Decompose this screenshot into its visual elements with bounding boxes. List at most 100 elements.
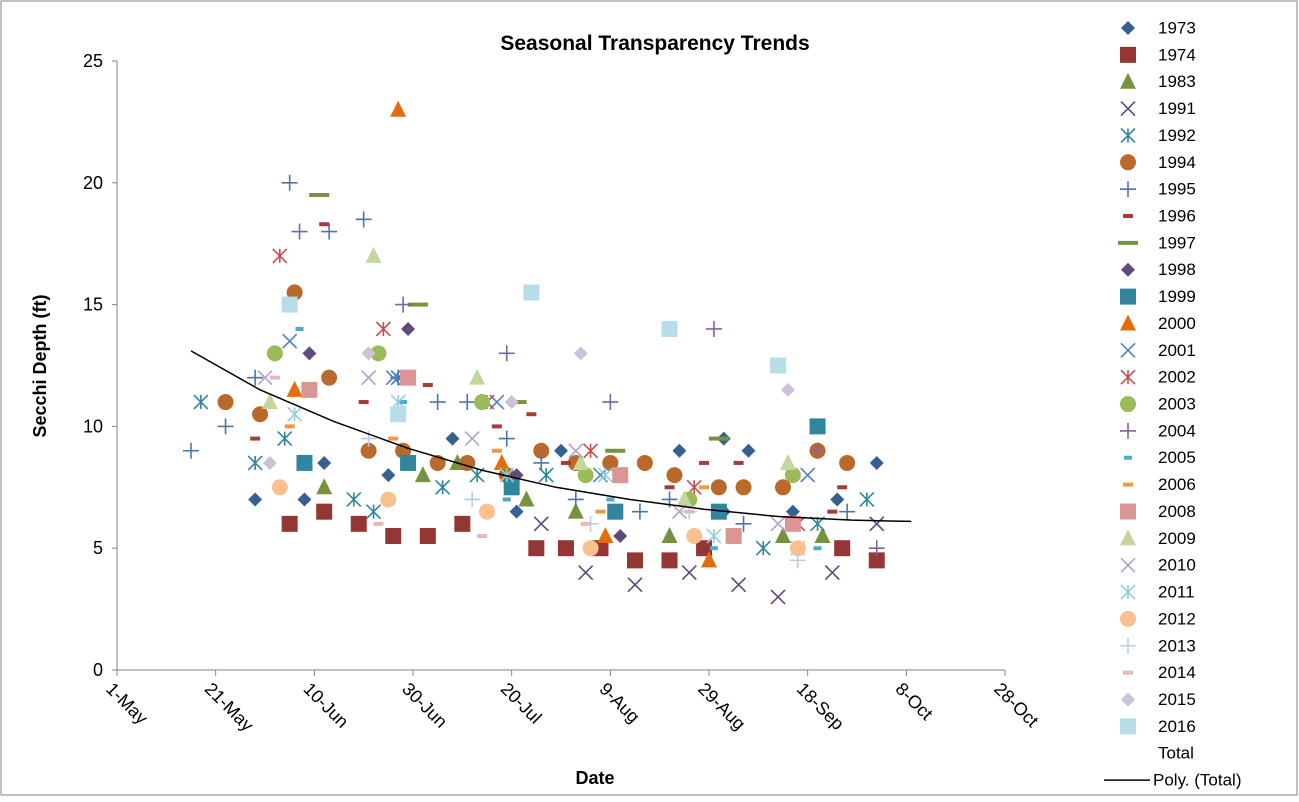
marker — [381, 468, 396, 483]
marker — [869, 516, 885, 532]
marker — [710, 479, 727, 496]
marker — [445, 431, 460, 446]
marker — [464, 491, 481, 508]
marker — [319, 222, 330, 227]
y-tick-label: 20 — [83, 173, 103, 193]
marker — [373, 521, 384, 526]
marker — [1120, 584, 1136, 600]
marker — [699, 460, 710, 465]
marker — [554, 443, 568, 458]
marker — [636, 454, 653, 471]
y-axis-label: Secchi Depth (ft) — [30, 294, 50, 437]
marker — [414, 466, 431, 483]
legend-label: 2002 — [1158, 368, 1196, 387]
legend-label: 1996 — [1158, 207, 1196, 226]
marker — [809, 418, 826, 435]
marker — [459, 454, 476, 471]
marker — [499, 467, 515, 483]
marker — [557, 540, 574, 557]
marker — [606, 497, 615, 502]
legend-label: 2005 — [1158, 448, 1196, 467]
marker — [1120, 637, 1136, 654]
marker — [1121, 692, 1135, 707]
marker — [388, 436, 399, 441]
marker — [827, 509, 838, 514]
y-tick-label: 10 — [83, 416, 103, 436]
marker — [789, 540, 806, 557]
marker — [504, 395, 519, 410]
legend-label: 1999 — [1158, 287, 1196, 306]
marker — [837, 485, 848, 490]
marker — [770, 516, 786, 532]
marker — [560, 460, 571, 465]
marker — [1121, 21, 1135, 35]
marker — [725, 528, 742, 545]
marker — [814, 527, 831, 544]
legend-label: 2001 — [1158, 341, 1196, 360]
legend-label: 1995 — [1158, 180, 1196, 199]
legend-label: 2000 — [1158, 314, 1196, 333]
trendline — [190, 350, 912, 523]
marker — [627, 577, 643, 593]
legend-label: 1998 — [1158, 260, 1196, 279]
marker — [429, 394, 446, 411]
marker — [528, 540, 545, 557]
marker — [1120, 503, 1136, 520]
marker — [361, 346, 376, 361]
marker — [577, 467, 594, 484]
marker — [301, 381, 318, 398]
marker — [1123, 482, 1133, 487]
legend-label: 2016 — [1158, 717, 1196, 736]
marker — [277, 431, 293, 447]
marker — [526, 412, 537, 417]
y-tick-label: 15 — [83, 295, 103, 315]
marker — [375, 321, 391, 337]
marker — [1121, 262, 1135, 277]
marker — [281, 296, 298, 313]
marker — [1120, 288, 1136, 305]
marker — [869, 455, 884, 470]
marker — [784, 467, 801, 484]
legend-label: 2012 — [1158, 609, 1196, 628]
marker — [578, 564, 594, 581]
legend-label: Poly. (Total) — [1153, 771, 1242, 790]
legend-label: 2014 — [1158, 663, 1196, 682]
marker — [183, 442, 199, 459]
marker — [1123, 214, 1133, 219]
marker — [503, 479, 520, 496]
marker — [400, 369, 417, 386]
legend-label: 1997 — [1158, 233, 1196, 252]
marker — [257, 370, 273, 386]
marker — [498, 345, 515, 362]
marker — [775, 527, 791, 544]
marker — [775, 479, 791, 496]
marker — [385, 370, 401, 386]
legend-label: 1991 — [1158, 99, 1196, 118]
marker — [1120, 127, 1136, 144]
marker — [824, 564, 840, 581]
marker — [395, 442, 412, 459]
marker — [360, 442, 377, 459]
marker — [491, 448, 502, 453]
marker — [302, 346, 317, 361]
marker — [286, 284, 303, 301]
marker — [627, 552, 643, 569]
marker — [666, 467, 683, 484]
marker — [365, 246, 382, 263]
marker — [479, 503, 495, 520]
chart-title: Seasonal Transparency Trends — [500, 32, 809, 55]
marker — [1120, 422, 1136, 439]
marker — [316, 503, 333, 520]
marker — [1120, 181, 1136, 198]
marker — [612, 467, 629, 484]
marker — [1120, 101, 1136, 117]
marker — [1120, 314, 1136, 331]
marker — [709, 546, 718, 551]
marker — [779, 453, 796, 470]
y-tick-label: 0 — [93, 660, 103, 680]
marker — [741, 443, 756, 458]
marker — [247, 369, 264, 386]
marker — [661, 527, 678, 544]
marker — [454, 515, 471, 532]
